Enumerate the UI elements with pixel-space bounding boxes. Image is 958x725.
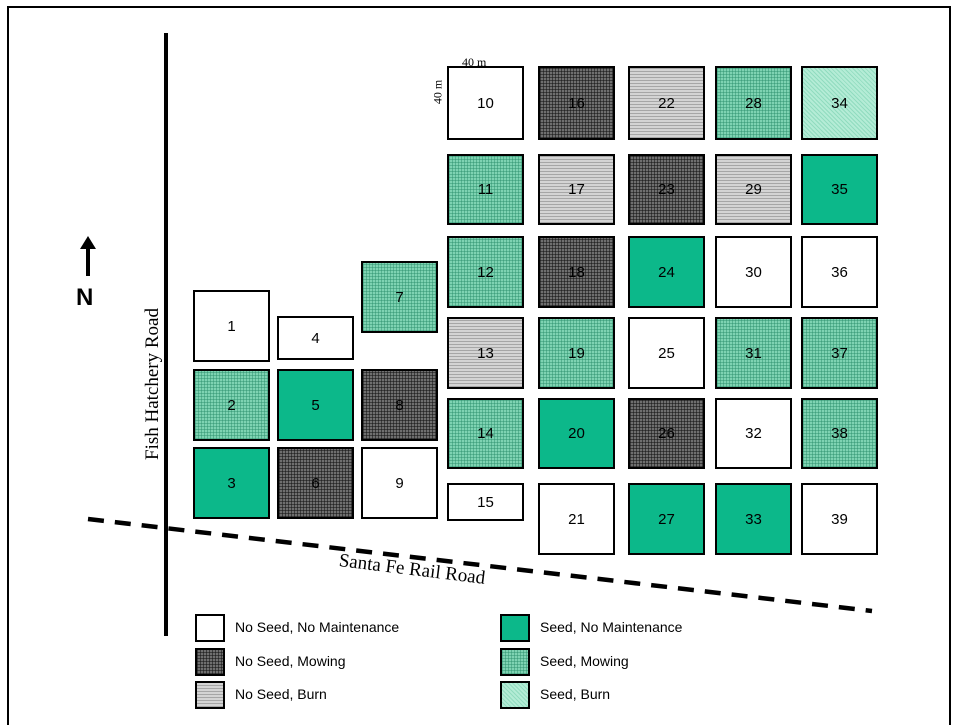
plot-number: 22 bbox=[658, 94, 675, 112]
plot-28: 28 bbox=[715, 66, 792, 140]
plot-number: 11 bbox=[477, 181, 494, 198]
plot-7: 7 bbox=[361, 261, 438, 333]
plot-20: 20 bbox=[538, 398, 615, 469]
plot-9: 9 bbox=[361, 447, 438, 519]
plot-number: 19 bbox=[568, 344, 585, 362]
plot-31: 31 bbox=[715, 317, 792, 389]
plot-number: 31 bbox=[745, 344, 762, 362]
plot-number: 38 bbox=[831, 425, 848, 442]
plot-26: 26 bbox=[628, 398, 705, 469]
legend-label: Seed, Burn bbox=[540, 686, 611, 702]
plot-17: 17 bbox=[538, 154, 615, 225]
plot-number: 39 bbox=[831, 510, 848, 528]
plot-number: 30 bbox=[745, 263, 762, 281]
plot-12: 12 bbox=[447, 236, 524, 308]
legend-label: No Seed, No Maintenance bbox=[235, 619, 400, 635]
plot-number: 7 bbox=[395, 288, 404, 306]
plot-32: 32 bbox=[715, 398, 792, 469]
plot-35: 35 bbox=[801, 154, 878, 225]
plot-25: 25 bbox=[628, 317, 705, 389]
plot-number: 21 bbox=[568, 510, 585, 528]
plot-number: 18 bbox=[568, 263, 585, 281]
diagram-frame bbox=[7, 6, 951, 725]
legend-label: Seed, Mowing bbox=[540, 653, 629, 669]
legend-swatch bbox=[195, 681, 225, 709]
plot-number: 35 bbox=[831, 181, 848, 198]
fish-hatchery-road-line bbox=[164, 33, 168, 636]
plot-18: 18 bbox=[538, 236, 615, 308]
plot-number: 23 bbox=[658, 181, 675, 198]
plot-number: 36 bbox=[831, 263, 848, 281]
plot-21: 21 bbox=[538, 483, 615, 555]
plot-2: 2 bbox=[193, 369, 270, 441]
plot-number: 4 bbox=[311, 329, 320, 347]
north-arrow-icon bbox=[80, 236, 96, 276]
plot-number: 33 bbox=[745, 510, 762, 528]
plot-15: 15 bbox=[447, 483, 524, 521]
plot-number: 13 bbox=[477, 344, 494, 362]
plot-33: 33 bbox=[715, 483, 792, 555]
legend-swatch bbox=[500, 648, 530, 676]
plot-34: 34 bbox=[801, 66, 878, 140]
plot-39: 39 bbox=[801, 483, 878, 555]
plot-width-label: 40 m bbox=[462, 55, 487, 69]
plot-number: 32 bbox=[745, 425, 762, 442]
plot-1: 1 bbox=[193, 290, 270, 362]
plot-number: 14 bbox=[477, 425, 494, 442]
plot-number: 8 bbox=[395, 396, 404, 414]
plot-24: 24 bbox=[628, 236, 705, 308]
plot-number: 26 bbox=[658, 425, 675, 442]
plot-19: 19 bbox=[538, 317, 615, 389]
plot-number: 9 bbox=[395, 474, 404, 492]
plot-number: 17 bbox=[568, 181, 585, 198]
plot-27: 27 bbox=[628, 483, 705, 555]
plot-number: 27 bbox=[658, 510, 675, 528]
legend-swatch bbox=[500, 614, 530, 642]
plot-22: 22 bbox=[628, 66, 705, 140]
plot-number: 24 bbox=[658, 263, 675, 281]
plot-29: 29 bbox=[715, 154, 792, 225]
plot-6: 6 bbox=[277, 447, 354, 519]
plot-number: 1 bbox=[227, 317, 236, 335]
plot-38: 38 bbox=[801, 398, 878, 469]
plot-number: 6 bbox=[311, 474, 320, 492]
plot-number: 5 bbox=[311, 396, 320, 414]
plot-14: 14 bbox=[447, 398, 524, 469]
plot-30: 30 bbox=[715, 236, 792, 308]
plot-11: 11 bbox=[447, 154, 524, 225]
legend-label: No Seed, Mowing bbox=[235, 653, 346, 669]
legend-swatch bbox=[500, 681, 530, 709]
plot-16: 16 bbox=[538, 66, 615, 140]
plot-10: 10 bbox=[447, 66, 524, 140]
plot-number: 28 bbox=[745, 94, 762, 112]
plot-37: 37 bbox=[801, 317, 878, 389]
plot-height-label: 40 m bbox=[430, 79, 445, 105]
plot-number: 3 bbox=[227, 474, 236, 492]
plot-5: 5 bbox=[277, 369, 354, 441]
plot-3: 3 bbox=[193, 447, 270, 519]
plot-number: 16 bbox=[568, 94, 585, 112]
plot-number: 20 bbox=[568, 425, 585, 442]
north-label: N bbox=[76, 284, 94, 311]
plot-number: 2 bbox=[227, 396, 236, 414]
legend-label: Seed, No Maintenance bbox=[540, 619, 683, 635]
plot-number: 15 bbox=[477, 493, 494, 511]
plot-number: 12 bbox=[477, 263, 494, 281]
plot-number: 37 bbox=[831, 344, 848, 362]
plot-23: 23 bbox=[628, 154, 705, 225]
legend-swatch bbox=[195, 648, 225, 676]
legend-swatch bbox=[195, 614, 225, 642]
plot-number: 25 bbox=[658, 344, 675, 362]
plot-8: 8 bbox=[361, 369, 438, 441]
plot-number: 10 bbox=[477, 94, 494, 112]
plot-number: 34 bbox=[831, 94, 848, 112]
plot-4: 4 bbox=[277, 316, 354, 360]
plot-13: 13 bbox=[447, 317, 524, 389]
plot-number: 29 bbox=[745, 181, 762, 198]
legend-label: No Seed, Burn bbox=[235, 686, 327, 702]
plot-36: 36 bbox=[801, 236, 878, 308]
